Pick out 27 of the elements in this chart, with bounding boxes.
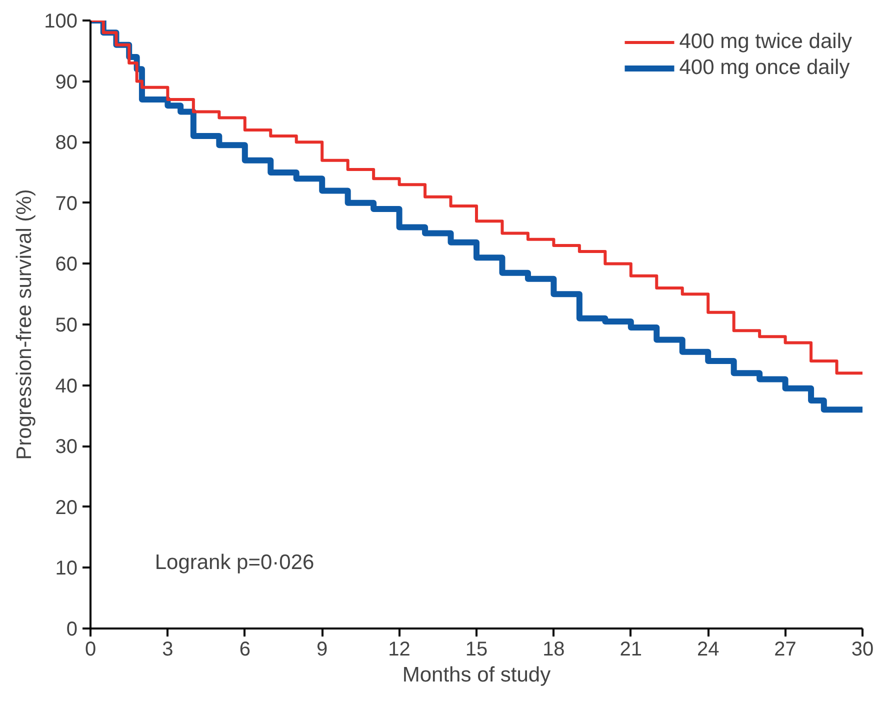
- x-tick-label: 21: [620, 638, 642, 660]
- x-tick-label: 27: [774, 638, 796, 660]
- x-tick-label: 24: [696, 638, 720, 660]
- y-tick-label: 50: [55, 314, 78, 336]
- x-tick-label: 12: [388, 638, 410, 660]
- legend-label: 400 mg once daily: [679, 56, 850, 80]
- x-axis-title: Months of study: [402, 664, 552, 686]
- y-tick-label: 70: [55, 192, 78, 215]
- y-tick-label: 0: [66, 618, 78, 640]
- x-tick-label: 3: [162, 638, 174, 660]
- x-tick-label: 18: [542, 638, 565, 660]
- y-tick-label: 90: [55, 71, 78, 94]
- x-tick-label: 6: [239, 638, 250, 660]
- legend-label: 400 mg twice daily: [679, 30, 852, 54]
- x-tick-label: 9: [316, 638, 328, 660]
- x-tick-label: 30: [851, 638, 874, 660]
- y-tick-label: 80: [55, 132, 78, 154]
- y-tick-label: 30: [55, 436, 78, 458]
- y-tick-label: 20: [55, 496, 78, 519]
- x-tick-label: 0: [84, 638, 96, 660]
- y-axis-title: Progression-free survival (%): [13, 189, 36, 460]
- y-tick-label: 10: [55, 558, 78, 580]
- y-tick-label: 40: [55, 375, 78, 398]
- y-tick-label: 60: [55, 254, 78, 276]
- annotation: Logrank p=0·026: [154, 550, 314, 574]
- x-tick-label: 15: [465, 638, 488, 660]
- y-tick-label: 100: [44, 10, 78, 32]
